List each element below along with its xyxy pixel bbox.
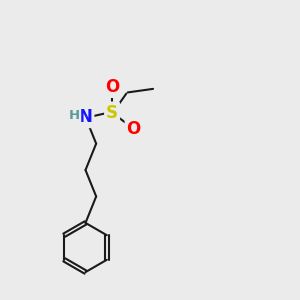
Text: N: N xyxy=(79,108,92,126)
Text: O: O xyxy=(127,120,141,138)
Text: O: O xyxy=(105,78,119,96)
Text: H: H xyxy=(68,109,80,122)
Text: S: S xyxy=(106,103,118,122)
